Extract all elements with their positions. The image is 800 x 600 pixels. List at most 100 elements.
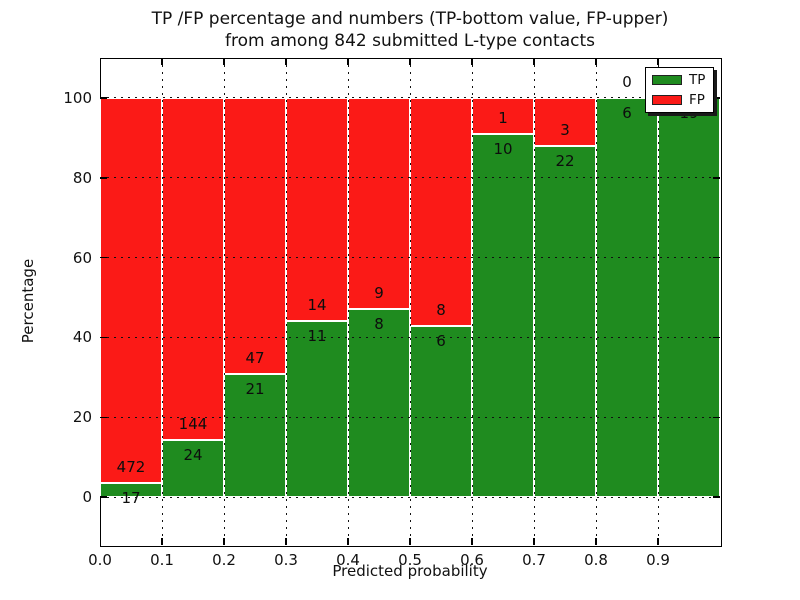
fp-count-label: 0 (622, 72, 632, 91)
x-tick-mark-top (657, 58, 659, 65)
horizontal-gridline (100, 177, 720, 179)
tp-count-label: 17 (121, 489, 141, 508)
tp-color-swatch (652, 75, 682, 85)
fp-count-label: 9 (374, 284, 384, 303)
fp-count-label: 472 (116, 458, 146, 477)
horizontal-gridline (100, 336, 720, 338)
legend-item-fp: FP (652, 92, 707, 108)
x-tick-mark-top (471, 58, 473, 65)
x-tick-mark-bottom (161, 538, 163, 545)
y-tick-mark-right (713, 97, 720, 99)
x-tick-mark-bottom (657, 538, 659, 545)
fp-count-label: 8 (436, 301, 446, 320)
horizontal-gridline (100, 257, 720, 259)
bar-segment-tp (410, 326, 472, 498)
legend-item-tp: TP (652, 72, 707, 88)
tp-count-label: 6 (622, 103, 632, 122)
tp-count-label: 10 (493, 140, 513, 159)
x-tick-label: 0.5 (398, 551, 422, 569)
bar-segment-tp (534, 145, 596, 498)
y-tick-mark-left (100, 416, 107, 418)
x-tick-label: 0.1 (150, 551, 174, 569)
vertical-gridline (285, 58, 287, 545)
y-tick-mark-left (100, 336, 107, 339)
bar-segment-fp (410, 97, 472, 326)
x-tick-mark-top (347, 58, 349, 65)
bar-segment-fp (162, 97, 224, 441)
y-tick-mark-right (713, 256, 720, 259)
fp-count-label: 14 (307, 296, 327, 315)
bar-segment-tp (658, 97, 720, 498)
bar-segment-tp (472, 134, 534, 498)
vertical-gridline (347, 58, 349, 545)
x-tick-mark-bottom (471, 538, 473, 545)
y-tick-label: 40 (72, 328, 92, 347)
tp-count-label: 8 (374, 315, 384, 334)
vertical-gridline (533, 58, 535, 545)
x-tick-mark-bottom (223, 538, 225, 545)
x-tick-label: 0.9 (646, 551, 670, 569)
tp-count-label: 21 (245, 379, 265, 398)
x-tick-mark-top (533, 58, 535, 65)
y-tick-mark-left (100, 177, 107, 179)
vertical-gridline (657, 58, 659, 545)
chart-title-line2: from among 842 submitted L-type contacts (224, 31, 595, 51)
x-tick-mark-top (595, 58, 597, 65)
x-tick-mark-top (223, 58, 225, 65)
bar-segment-tp (224, 373, 286, 498)
tp-count-label: 6 (436, 332, 446, 351)
y-tick-mark-right (713, 496, 720, 498)
y-tick-mark-left (100, 97, 107, 99)
fp-count-label: 47 (245, 348, 265, 367)
x-tick-label: 0.7 (522, 551, 546, 569)
fp-count-label: 3 (560, 120, 570, 139)
legend-label-tp: TP (689, 72, 706, 88)
bar-segment-tp (348, 309, 410, 498)
x-tick-mark-bottom (285, 538, 287, 545)
y-tick-mark-right (713, 177, 720, 179)
bar-segment-fp (286, 97, 348, 322)
y-tick-label: 0 (82, 488, 92, 507)
y-axis-label: Percentage (19, 258, 37, 344)
y-tick-mark-right (713, 336, 720, 339)
y-tick-label: 100 (63, 88, 92, 107)
bar-segment-fp (534, 97, 596, 146)
vertical-gridline (409, 58, 411, 545)
vertical-gridline (223, 58, 225, 545)
bar-segment-tp (596, 97, 658, 498)
bar-segment-fp (472, 97, 534, 135)
x-tick-mark-bottom (409, 538, 411, 545)
x-tick-label: 0.0 (88, 551, 112, 569)
x-tick-label: 0.3 (274, 551, 298, 569)
horizontal-gridline (100, 496, 720, 498)
y-tick-mark-right (713, 416, 720, 418)
x-tick-mark-bottom (595, 538, 597, 545)
y-tick-label: 20 (72, 408, 92, 427)
y-tick-mark-left (100, 256, 107, 259)
fp-color-swatch (652, 95, 682, 105)
vertical-gridline (471, 58, 473, 545)
horizontal-gridline (100, 97, 720, 99)
bar-segment-fp (348, 97, 410, 310)
y-tick-label: 60 (72, 248, 92, 267)
chart-title-line1: TP /FP percentage and numbers (TP-bottom… (151, 9, 669, 29)
x-tick-label: 0.4 (336, 551, 360, 569)
y-tick-label: 80 (72, 168, 92, 187)
y-tick-mark-left (100, 496, 107, 498)
x-tick-mark-bottom (347, 538, 349, 545)
x-tick-label: 0.8 (584, 551, 608, 569)
fp-count-label: 144 (178, 415, 208, 434)
x-tick-mark-bottom (533, 538, 535, 545)
chart-title: TP /FP percentage and numbers (TP-bottom… (100, 8, 720, 52)
legend: TP FP (645, 67, 714, 113)
bar-segment-fp (224, 97, 286, 374)
x-axis-label: Predicted probability (332, 562, 488, 580)
vertical-gridline (595, 58, 597, 545)
legend-label-fp: FP (689, 92, 705, 108)
bar-segment-tp (286, 321, 348, 498)
tp-count-label: 11 (307, 327, 327, 346)
x-tick-label: 0.6 (460, 551, 484, 569)
fp-count-label: 1 (498, 109, 508, 128)
bar-segment-fp (100, 97, 162, 484)
